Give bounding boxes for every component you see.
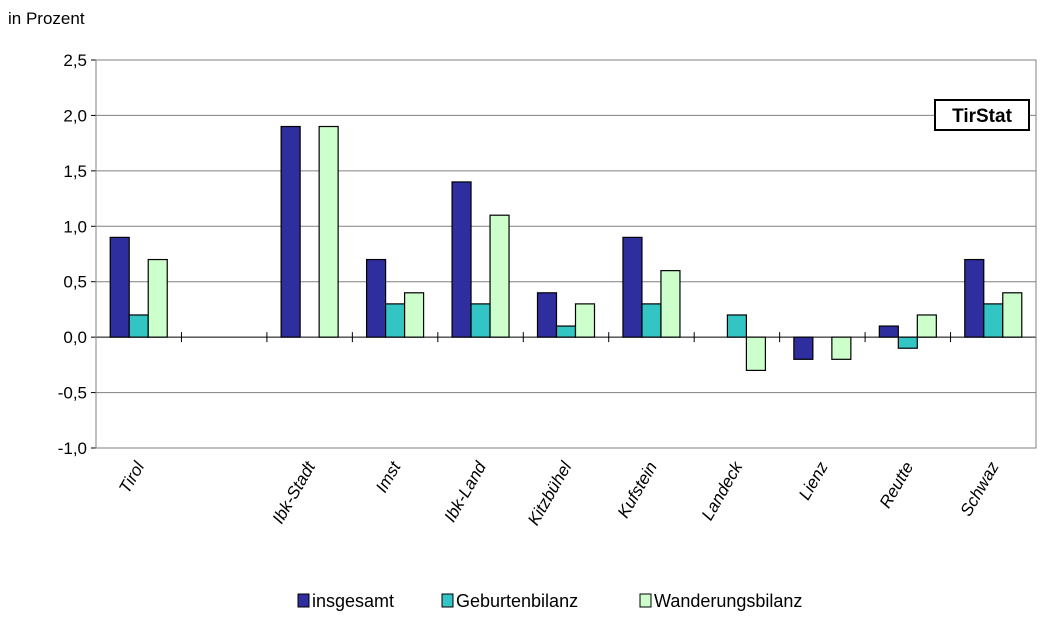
bar [897, 336, 918, 349]
bar [916, 314, 937, 338]
tirstat-badge: TirStat [934, 99, 1030, 131]
x-tick-label: Ibk-Stadt [269, 457, 320, 527]
tirstat-badge-text: TirStat [952, 106, 1013, 127]
x-axis-ticks [180, 332, 952, 343]
bar [555, 325, 577, 338]
bar [793, 336, 814, 360]
bar [983, 303, 1004, 338]
bar [365, 258, 387, 338]
x-tick-label: Landeck [698, 457, 747, 523]
bar [109, 236, 130, 338]
x-tick-label: Kufstein [614, 459, 661, 522]
y-tick-label: 2,5 [63, 51, 87, 70]
legend-swatch [441, 593, 454, 608]
bar [451, 181, 472, 338]
bar [280, 125, 301, 338]
legend-label: Wanderungsbilanz [654, 591, 802, 611]
bar [147, 258, 168, 338]
bar [318, 125, 339, 338]
legend-swatch [297, 593, 310, 608]
x-tick-label: Kitzbühel [524, 457, 576, 528]
bar [384, 303, 406, 338]
x-tick-label: Tirol [115, 457, 149, 496]
bar [1002, 292, 1023, 338]
bar [964, 258, 985, 338]
x-tick-label: Ibk-Land [440, 458, 490, 525]
bar [878, 325, 899, 338]
bar [660, 270, 681, 338]
bar [403, 292, 425, 338]
y-tick-label: 0,0 [63, 328, 87, 347]
bar [574, 303, 596, 338]
bar [128, 314, 149, 338]
tirstat-badge-box [934, 99, 1030, 131]
x-tick-label: Schwaz [957, 458, 1003, 519]
legend: insgesamt Geburtenbilanz Wanderungsbilanz [297, 591, 802, 611]
legend-label: Geburtenbilanz [456, 591, 578, 611]
plot-area-frame [95, 59, 1037, 449]
y-tick-label: -0,5 [58, 384, 87, 403]
legend-swatch [639, 593, 652, 608]
bar [831, 336, 852, 360]
bar [641, 303, 662, 338]
legend-label: insgesamt [312, 591, 394, 611]
x-tick-label: Lienz [795, 458, 832, 503]
bars [109, 125, 1023, 371]
x-tick-label: Imst [372, 457, 405, 495]
y-tick-label: 1,5 [63, 162, 87, 181]
bar [470, 303, 491, 338]
x-axis-labels: Tirol Ibk-Stadt Imst Ibk-Land Kitzbühel Kufst… [115, 457, 1003, 528]
y-axis-ticks: -1,0 -0,5 0,0 0,5 1,0 1,5 2,0 2,5 [58, 51, 96, 458]
bar [726, 314, 748, 338]
x-tick-label: Reutte [876, 459, 918, 512]
gridlines [96, 59, 1036, 394]
y-tick-label: 1,0 [63, 217, 87, 236]
bar [489, 214, 510, 338]
y-tick-label: 2,0 [63, 106, 87, 125]
y-tick-label: 0,5 [63, 273, 87, 292]
bar [745, 336, 767, 371]
y-tick-label: -1,0 [58, 439, 87, 458]
bar [622, 236, 643, 338]
y-axis-label: in Prozent [8, 9, 85, 28]
bar [536, 292, 558, 338]
